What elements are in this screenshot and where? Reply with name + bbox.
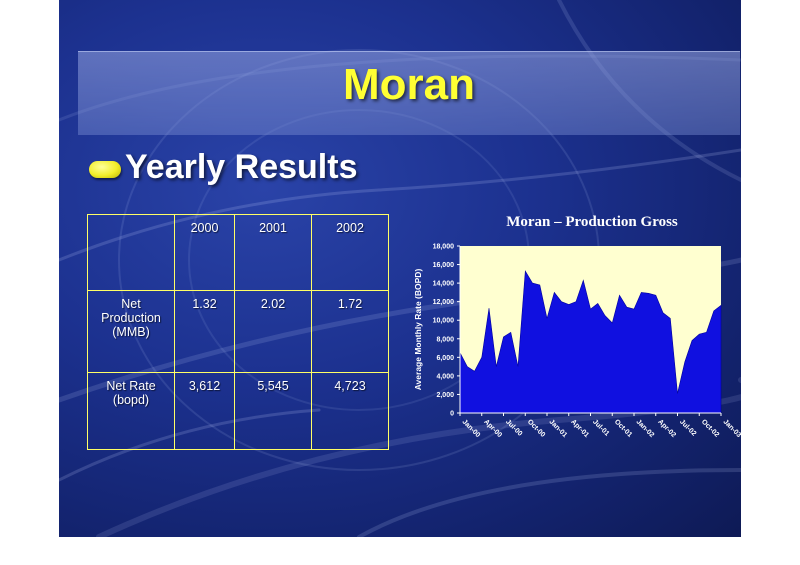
x-tick-label: Jul-00	[504, 418, 523, 437]
table-header-cell: 2001	[234, 214, 312, 291]
table-cell: 1.32	[174, 290, 235, 373]
production-chart: 0 2,000 4,000 6,000 8,000 10,000 12,000 14,000 1…	[413, 244, 741, 440]
x-tick-label: Oct-02	[700, 418, 720, 438]
slide-title: Moran	[343, 60, 475, 109]
y-axis-label: Average Monthly Rate (BOPD)	[413, 269, 423, 391]
results-table: 2000 2001 2002 Net Production (MMB) 1.32…	[87, 214, 389, 450]
slide-background: Moran Yearly Results 2000 2001 2002 Net …	[59, 0, 741, 537]
x-tick-label: Apr-00	[482, 418, 503, 439]
x-tick-label: Jan-01	[548, 418, 569, 439]
y-tick-label: 0	[450, 411, 454, 418]
x-tick-label: Jul-01	[591, 418, 610, 437]
row-label: Net Production (MMB)	[87, 290, 175, 373]
row-label: Net Rate (bopd)	[87, 372, 175, 450]
table-row: Net Production (MMB) 1.32 2.02 1.72	[87, 290, 389, 373]
table-cell: 2.02	[234, 290, 312, 373]
y-tick-label: 6,000	[436, 355, 454, 362]
section-heading: Yearly Results	[125, 148, 358, 186]
table-cell: 5,545	[234, 372, 312, 450]
y-tick-label: 4,000	[436, 373, 454, 380]
table-header-row: 2000 2001 2002	[87, 214, 389, 291]
y-tick-label: 8,000	[436, 336, 454, 343]
y-tick-label: 14,000	[433, 281, 455, 288]
production-area-series	[459, 270, 722, 414]
x-tick-label: Jan-03	[722, 418, 741, 439]
x-tick-label: Jan-00	[461, 418, 482, 439]
x-tick-label: Jul-02	[678, 418, 697, 437]
table-row: Net Rate (bopd) 3,612 5,545 4,723	[87, 372, 389, 450]
table-cell: 4,723	[311, 372, 389, 450]
y-tick-label: 12,000	[433, 299, 455, 306]
table-header-cell: 2002	[311, 214, 389, 291]
x-tick-label: Oct-00	[526, 418, 546, 438]
table-header-cell: 2000	[174, 214, 235, 291]
x-tick-label: Apr-01	[569, 418, 590, 439]
y-tick-label: 16,000	[433, 262, 455, 269]
y-tick-label: 2,000	[436, 392, 454, 399]
table-header-cell	[87, 214, 175, 291]
x-tick-label: Jan-02	[635, 418, 656, 439]
y-tick-label: 10,000	[433, 318, 455, 325]
table-cell: 3,612	[174, 372, 235, 450]
y-tick-label: 18,000	[433, 244, 455, 251]
chart-title: Moran – Production Gross	[506, 214, 678, 230]
x-tick-label: Oct-01	[613, 418, 633, 438]
bullet-icon	[89, 161, 121, 178]
x-tick-label: Apr-02	[656, 418, 677, 439]
title-band: Moran	[78, 51, 740, 135]
table-cell: 1.72	[311, 290, 389, 373]
